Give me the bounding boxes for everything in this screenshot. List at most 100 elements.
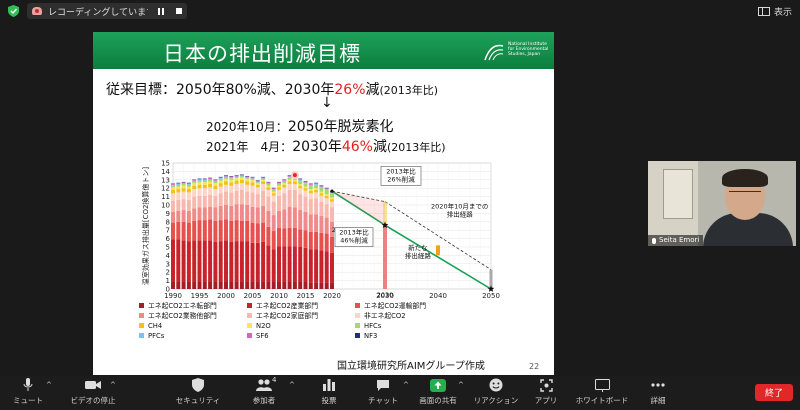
stacked-bar-segment	[255, 207, 260, 224]
toolbar-chat-button[interactable]: チャット	[358, 378, 408, 408]
toolbar-more-button[interactable]: 詳細	[633, 378, 683, 408]
stacked-bar-segment	[234, 175, 239, 177]
stacked-bar-segment	[261, 179, 266, 182]
stacked-bar-segment	[229, 182, 234, 186]
stacked-bar-segment	[218, 183, 223, 187]
stacked-bar-segment	[298, 184, 303, 186]
legend-label: 非エネ起CO2	[364, 311, 406, 320]
stacked-bar-segment	[287, 177, 292, 180]
stacked-bar-segment	[213, 207, 218, 221]
stacked-bar-segment	[202, 281, 207, 289]
stacked-bar-segment	[261, 177, 266, 179]
stacked-bar-segment	[324, 233, 329, 252]
toolbar-share-screen-button[interactable]: 画面の共有	[413, 378, 463, 408]
nies-logo-text: National Institute for Environmental Stu…	[508, 42, 549, 57]
stop-recording-button[interactable]	[176, 8, 182, 14]
stacked-bar-segment	[277, 195, 281, 211]
toolbar-apps-button[interactable]: アプリ	[521, 378, 571, 408]
stacked-bar-segment	[287, 206, 292, 228]
x-tick-label: 2030	[376, 292, 394, 300]
toolbar-video-camera-button[interactable]: ビデオの停止	[68, 378, 118, 408]
stacked-bar-segment	[202, 220, 207, 241]
stacked-bar-segment	[202, 184, 207, 189]
stacked-bar-segment	[271, 193, 276, 196]
caret-up-icon[interactable]: ^	[110, 381, 116, 389]
target-2030-star-icon	[381, 221, 389, 228]
legend-label: エネ起CO2家庭部門	[256, 311, 318, 320]
toolbar-label: チャット	[368, 396, 398, 405]
toolbar-smiley-button[interactable]: リアクション	[471, 378, 521, 408]
toolbar-participants-button[interactable]: 4 参加者	[239, 376, 289, 408]
annotation-26pct: 26%削減	[387, 174, 415, 183]
stacked-bar-segment	[319, 193, 324, 196]
toolbar-shield-button[interactable]: セキュリティ	[173, 378, 223, 408]
stacked-bar-segment	[287, 176, 292, 178]
smiley-icon	[488, 378, 504, 392]
annotation-46pct-box	[334, 227, 374, 247]
stacked-bar-segment	[308, 282, 313, 289]
participants-icon: 4	[256, 376, 276, 392]
participant-video-tile[interactable]: Seita Emori	[648, 161, 796, 246]
stacked-bar-segment	[171, 281, 175, 289]
stacked-bar-segment	[229, 205, 234, 221]
stacked-bar-segment	[224, 184, 228, 192]
stacked-bar-segment	[186, 210, 191, 223]
stacked-bar-segment	[186, 281, 191, 289]
toolbar-bar-chart-button[interactable]: 投票	[304, 378, 354, 408]
microphone-icon	[20, 378, 36, 392]
y-tick-label: 8	[166, 218, 170, 226]
stacked-bar-segment	[255, 281, 260, 289]
toolbar-microphone-button[interactable]: ミュート	[3, 378, 53, 408]
view-button[interactable]: 表示	[757, 4, 792, 18]
stacked-bar-segment	[277, 210, 281, 228]
stacked-bar-segment	[218, 178, 223, 179]
stacked-bar-segment	[171, 184, 175, 185]
caret-up-icon[interactable]: ^	[403, 381, 409, 389]
x-tick-label: 2020	[323, 292, 341, 300]
video-camera-icon	[85, 378, 101, 392]
stacked-bar-segment	[245, 181, 250, 185]
toolbar-label: 画面の共有	[419, 396, 457, 405]
stacked-bar-segment	[171, 222, 175, 240]
stacked-bar-segment	[298, 188, 303, 195]
legend-label: CH4	[148, 322, 162, 330]
annotation-26pct-box	[380, 166, 422, 186]
encryption-shield-icon[interactable]	[8, 5, 19, 17]
stacked-bar-segment	[303, 230, 308, 248]
stacked-bar-segment	[208, 181, 213, 184]
stacked-bar-segment	[192, 220, 197, 241]
stacked-bar-segment	[224, 176, 228, 178]
stacked-bar-segment	[282, 209, 287, 229]
stacked-bar-segment	[171, 239, 175, 282]
end-meeting-button[interactable]: 終了	[755, 384, 793, 401]
stacked-bar-segment	[224, 281, 228, 289]
stacked-bar-segment	[287, 179, 292, 182]
stacked-bar-segment	[250, 206, 255, 223]
stacked-bar-segment	[277, 246, 281, 282]
stacked-bar-segment	[308, 249, 313, 283]
stacked-bar-segment	[186, 222, 191, 242]
legend-swatch	[355, 323, 360, 328]
annotation-old-pathway: 排出経路	[447, 210, 474, 219]
caret-up-icon[interactable]: ^	[289, 381, 295, 389]
stacked-bar-segment	[277, 187, 281, 190]
stacked-bar-segment	[255, 194, 260, 208]
stacked-bar-segment	[308, 189, 313, 191]
apr-2021-percent: 46%	[341, 139, 373, 155]
toolbar-whiteboard-button[interactable]: ホワイトボード	[576, 378, 628, 408]
pause-recording-button[interactable]	[154, 5, 168, 17]
stacked-bar-segment	[330, 236, 334, 253]
stacked-bar-segment	[314, 189, 319, 193]
y-tick-label: 13	[161, 176, 170, 184]
caret-up-icon[interactable]: ^	[46, 381, 52, 389]
stacked-bar-segment	[303, 281, 308, 289]
stacked-bar-segment	[239, 183, 244, 190]
stacked-bar-segment	[229, 179, 234, 183]
stacked-bar-segment	[250, 182, 255, 186]
stacked-bar-segment	[245, 177, 250, 179]
caret-up-icon[interactable]: ^	[458, 381, 464, 389]
apr-2021-note: (2013年比)	[386, 141, 446, 154]
stacked-bar-segment	[319, 191, 324, 194]
legend-label: SF6	[256, 332, 269, 340]
slide-title-bar: 日本の排出削減目標 National Institute for Environ…	[93, 32, 554, 69]
